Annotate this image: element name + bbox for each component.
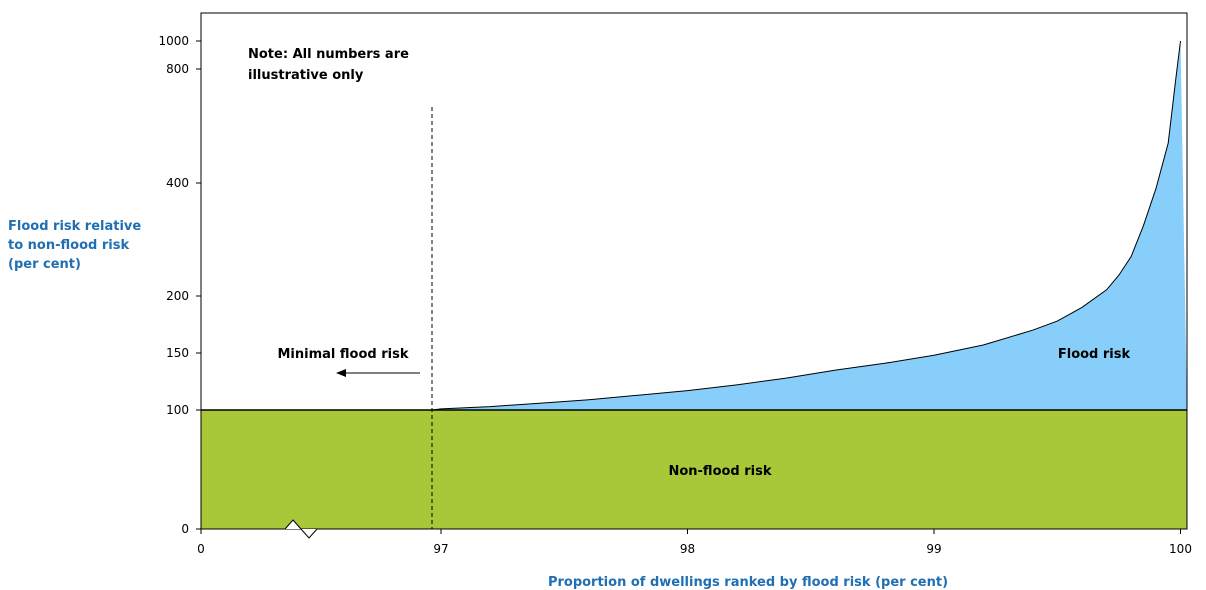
y-axis-title-line: (per cent) bbox=[8, 257, 81, 272]
y-tick-label: 800 bbox=[166, 62, 189, 76]
x-tick-label: 99 bbox=[926, 542, 941, 556]
x-axis-title: Proportion of dwellings ranked by flood … bbox=[548, 575, 948, 590]
y-tick-label: 100 bbox=[166, 403, 189, 417]
area-non-flood-risk bbox=[201, 410, 1187, 529]
minimal-risk-arrowhead bbox=[336, 369, 346, 377]
x-tick-label: 100 bbox=[1169, 542, 1192, 556]
flood-risk-line bbox=[431, 40, 1181, 411]
minimal-flood-risk-label: Minimal flood risk bbox=[278, 347, 409, 362]
y-axis-title-line: Flood risk relative bbox=[8, 219, 142, 234]
note-text-line-1: Note: All numbers are bbox=[248, 47, 409, 62]
area-flood-risk bbox=[432, 41, 1187, 410]
note-text-line-2: illustrative only bbox=[248, 68, 364, 83]
y-tick-label: 1000 bbox=[158, 34, 189, 48]
y-axis-title-line: to non-flood risk bbox=[8, 238, 130, 253]
y-tick-label: 0 bbox=[181, 522, 189, 536]
x-tick-label: 0 bbox=[197, 542, 205, 556]
y-axis-title: Flood risk relative to non-flood risk (p… bbox=[8, 217, 158, 274]
y-tick-label: 200 bbox=[166, 289, 189, 303]
x-tick-label: 97 bbox=[433, 542, 448, 556]
axis-break-outline bbox=[284, 519, 318, 539]
x-tick-label: 98 bbox=[680, 542, 695, 556]
y-tick-label: 400 bbox=[166, 176, 189, 190]
plot-border bbox=[200, 12, 1188, 530]
series-label-non-flood-risk: Non-flood risk bbox=[668, 464, 771, 479]
y-tick-label: 150 bbox=[166, 346, 189, 360]
series-label-flood-risk: Flood risk bbox=[1058, 347, 1131, 362]
